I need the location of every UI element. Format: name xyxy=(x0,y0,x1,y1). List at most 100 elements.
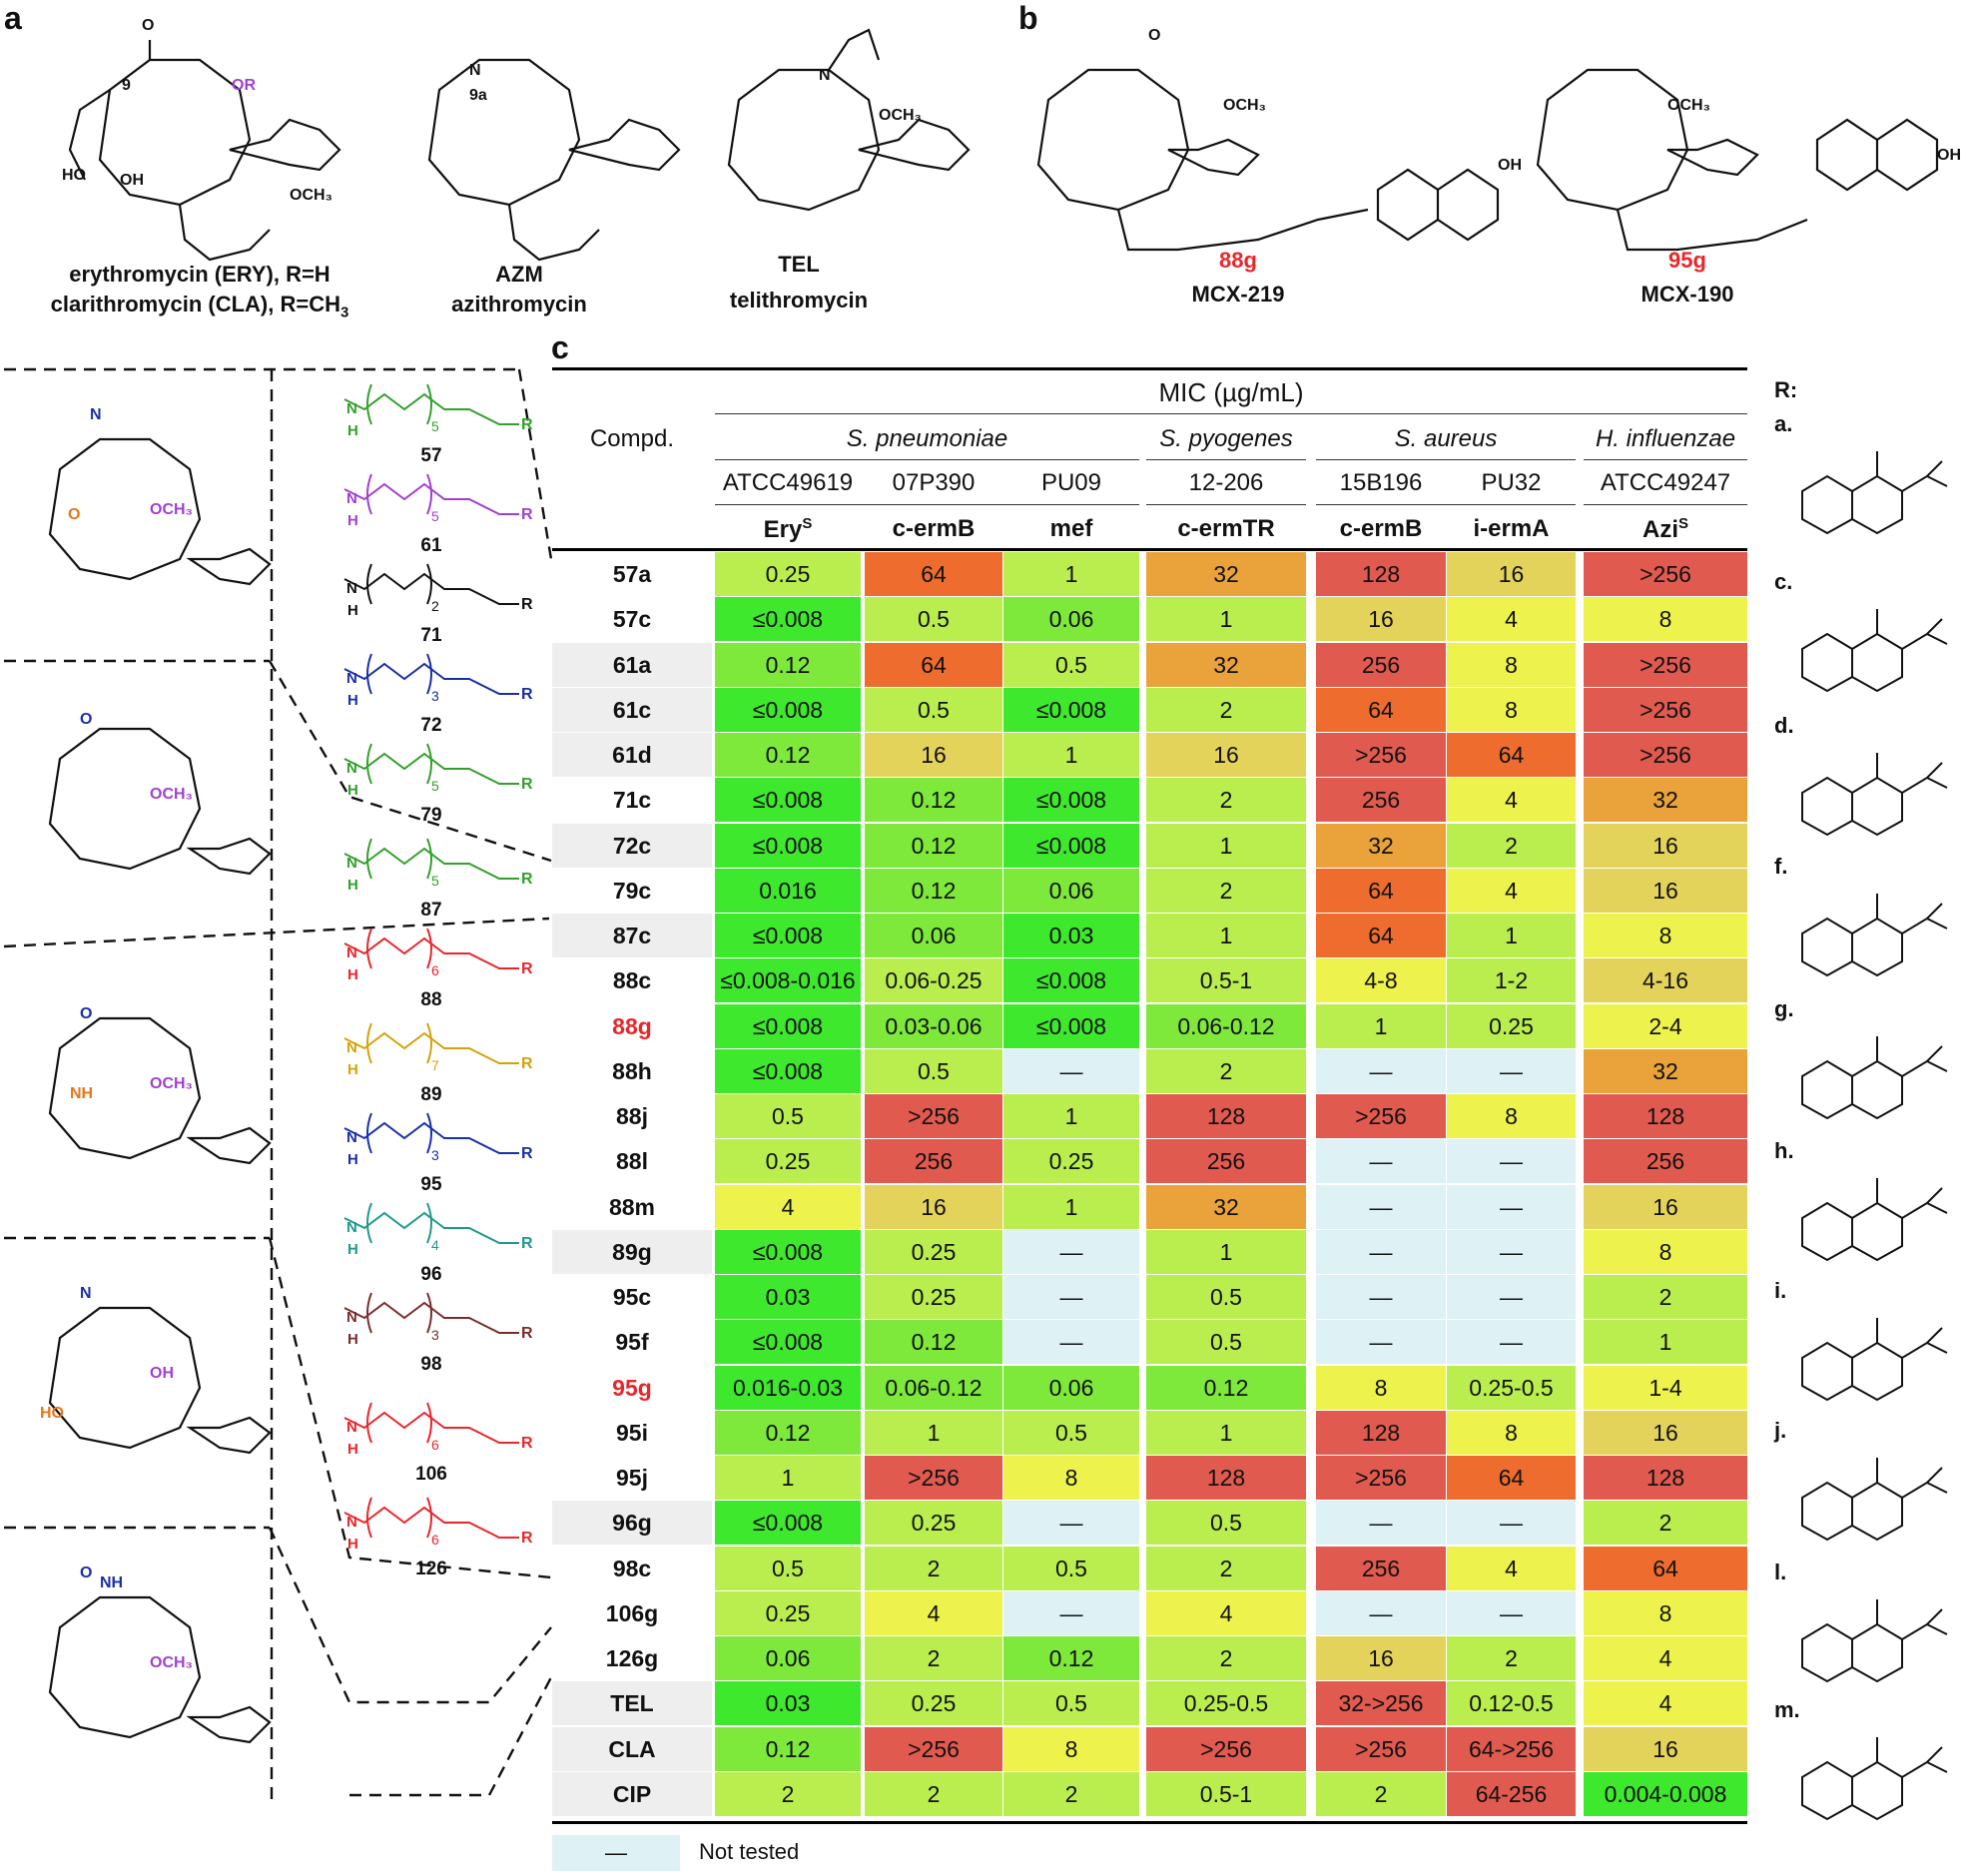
mic-cell: 0.25 xyxy=(1003,1139,1139,1184)
mic-cell: 4 xyxy=(865,1590,1002,1635)
linker-n-label: N xyxy=(346,1039,357,1056)
compound-cell: 61a xyxy=(552,642,712,687)
mic-cell: 64 xyxy=(1316,868,1446,913)
table-top-rule xyxy=(552,367,1747,370)
mic-cell: 0.5 xyxy=(1146,1320,1306,1365)
mic-cell: 0.5 xyxy=(1003,1546,1139,1590)
linker-repeat-count: 5 xyxy=(431,508,439,524)
mic-cell: 0.06 xyxy=(1003,597,1139,642)
linker-n-label: N xyxy=(346,944,357,961)
mic-cell: 128 xyxy=(1584,1456,1747,1500)
r-group-structure xyxy=(1801,1737,1948,1821)
linker-r-label: R xyxy=(521,416,533,433)
mic-cell: ≤0.008 xyxy=(715,823,861,868)
mic-cell: 2 xyxy=(1146,868,1306,913)
mic-cell: 0.12 xyxy=(865,778,1002,823)
mic-cell: ≤0.008 xyxy=(715,687,861,732)
mic-cell: — xyxy=(1316,1501,1446,1546)
mic-cell: 16 xyxy=(1146,733,1306,777)
svg-text:HO: HO xyxy=(40,1405,64,1422)
mic-cell: — xyxy=(1316,1048,1446,1093)
linker-n-label: N xyxy=(346,490,357,507)
strain-header: ATCC49247 xyxy=(1600,469,1731,496)
mic-cell: ≤0.008 xyxy=(715,597,861,642)
mic-cell: 2-4 xyxy=(1584,1003,1747,1048)
svg-text:OH: OH xyxy=(1498,157,1522,174)
r-group-structure xyxy=(1801,1318,1948,1402)
mic-cell: 4 xyxy=(1447,778,1576,823)
svg-text:OCH₃: OCH₃ xyxy=(879,107,922,124)
mic-cell: 0.5 xyxy=(865,687,1002,732)
organism-h-influenzae: H. influenzae xyxy=(1595,425,1736,452)
mic-cell: 0.25-0.5 xyxy=(1447,1365,1576,1410)
mic-cell: 16 xyxy=(865,733,1002,777)
mic-cell: — xyxy=(1316,1184,1446,1229)
mic-cell: 64 xyxy=(1316,687,1446,732)
compound-cell: 95j xyxy=(616,1465,648,1491)
r-group-structure xyxy=(1801,609,1948,693)
svg-text:OH: OH xyxy=(1937,147,1961,164)
table-bottom-rule xyxy=(552,1821,1747,1824)
mic-cell: >256 xyxy=(865,1456,1002,1500)
linker-number: 71 xyxy=(420,625,442,646)
organism-underline-2 xyxy=(1146,459,1306,460)
compd-header: Compd. xyxy=(589,425,675,452)
mic-cell: 1-4 xyxy=(1584,1365,1747,1410)
linker-number: 95 xyxy=(420,1174,442,1195)
linker-n-label: N xyxy=(346,580,357,597)
mic-cell: 128 xyxy=(1146,1094,1306,1138)
linker-r-label: R xyxy=(521,1055,533,1072)
mic-cell: >256 xyxy=(1146,1726,1306,1771)
mic-cell: 32 xyxy=(1584,1048,1747,1093)
r-group-structure xyxy=(1801,1178,1948,1262)
compound-95g-code: 95g xyxy=(1668,248,1706,273)
mic-cell: >256 xyxy=(1316,1094,1446,1138)
mic-cell: — xyxy=(1316,1229,1446,1274)
mic-cell: 4 xyxy=(1447,1546,1576,1590)
mic-cell: 128 xyxy=(1316,552,1446,596)
mic-header: MIC (µg/mL) xyxy=(1158,377,1304,407)
phenotype-header: mef xyxy=(1049,515,1093,542)
mic-cell: 64 xyxy=(1447,733,1576,777)
mic-cell: 0.5-1 xyxy=(1146,958,1306,1003)
r-group-label: i. xyxy=(1774,1278,1787,1303)
linker-nh-label: H xyxy=(347,782,358,799)
panel-label-c: c xyxy=(551,329,569,365)
svg-text:OCH₃: OCH₃ xyxy=(150,501,193,518)
mic-cell: ≤0.008 xyxy=(715,778,861,823)
mic-cell: 2 xyxy=(1447,1636,1576,1680)
linker-repeat-count: 3 xyxy=(431,1327,439,1343)
linker-95: HN 3 R 95 xyxy=(343,1112,533,1195)
phenotype-superscript: S xyxy=(1677,515,1688,532)
r-group-structure xyxy=(1801,753,1948,837)
svg-text:OCH₃: OCH₃ xyxy=(1667,97,1710,114)
mic-cell: 4 xyxy=(1447,868,1576,913)
mic-cell: 2 xyxy=(1316,1771,1446,1816)
strain-header: 07P390 xyxy=(892,469,976,496)
linker-r-label: R xyxy=(521,1235,533,1252)
tel-abbr: TEL xyxy=(778,252,820,277)
linker-number: 87 xyxy=(420,900,441,921)
mic-cell: 2 xyxy=(1146,1546,1306,1590)
phenotype-header: EryS xyxy=(763,515,813,543)
r-group-label: f. xyxy=(1774,854,1788,879)
panel-label-b: b xyxy=(1018,0,1038,36)
mic-cell: 1 xyxy=(1146,914,1306,957)
r-group-label: j. xyxy=(1774,1418,1787,1443)
mic-cell: 8 xyxy=(1316,1365,1446,1410)
mic-cell: 0.12 xyxy=(715,1726,861,1771)
svg-text:9a: 9a xyxy=(469,87,487,104)
r-group-label: h. xyxy=(1774,1138,1794,1163)
r-group-label: c. xyxy=(1774,569,1793,594)
ery-caption-line1: erythromycin (ERY), R=H xyxy=(69,262,330,287)
mic-cell: 8 xyxy=(1584,1590,1747,1635)
structures-panel-a: O 9 OR HO OH OCH₃ N 9a N OCH₃ O OCH₃ OH … xyxy=(62,17,1961,262)
linker-repeat-count: 6 xyxy=(431,1437,439,1453)
mic-cell: ≤0.008 xyxy=(1003,1003,1139,1048)
linker-number: 98 xyxy=(420,1354,441,1375)
compound-cell: 57a xyxy=(612,561,652,587)
mic-cell: 2 xyxy=(1146,1048,1306,1093)
linker-n-label: N xyxy=(346,1419,357,1436)
mic-cell: 256 xyxy=(1584,1139,1747,1184)
compound-cell: 87c xyxy=(552,914,712,957)
